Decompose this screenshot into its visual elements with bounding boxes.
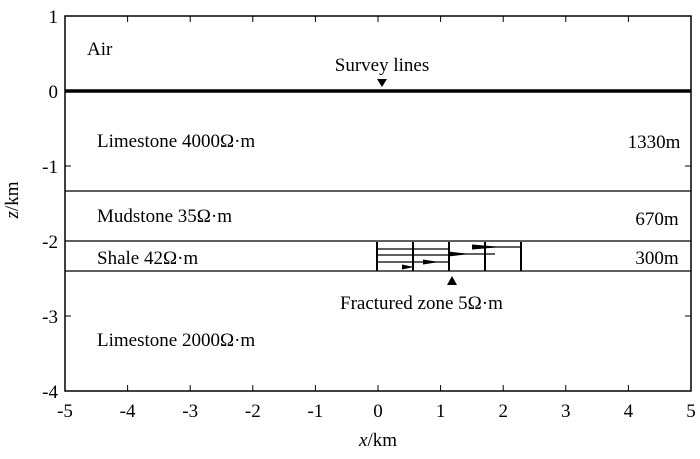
y-tick-label: -4 (42, 382, 58, 403)
layer-label: Mudstone 35Ω·m (97, 206, 232, 227)
y-tick-label: -3 (42, 307, 58, 328)
fracture-marker-icon (447, 276, 457, 285)
x-tick-label: -4 (120, 401, 136, 422)
x-tick-label: 5 (686, 401, 696, 422)
layer-thickness: 670m (635, 209, 679, 230)
x-axis-unit: /km (367, 430, 397, 451)
layer-label: Limestone 2000Ω·m (97, 330, 255, 351)
x-tick-label: -1 (307, 401, 323, 422)
layer-label: Limestone 4000Ω·m (97, 131, 255, 152)
y-axis-label: z/km (2, 181, 23, 219)
layer-label: Shale 42Ω·m (97, 248, 198, 269)
y-tick-label: 0 (49, 82, 59, 103)
y-tick-label: -2 (42, 232, 58, 253)
x-axis-label: x/km (358, 430, 397, 451)
x-axis-var: x (358, 430, 368, 451)
x-tick-label: -3 (182, 401, 198, 422)
plot-frame (64, 15, 692, 392)
fracture-wedge (448, 251, 470, 257)
y-axis-var: z (2, 210, 23, 219)
layer-thickness: 300m (635, 248, 679, 269)
y-axis-unit: /km (2, 181, 23, 211)
survey-label: Survey lines (335, 55, 429, 76)
fracture-wedge (472, 244, 502, 250)
layer-label: Air (87, 39, 113, 60)
x-tick-label: 1 (436, 401, 446, 422)
x-tick-label: 3 (561, 401, 571, 422)
x-tick-label: 4 (624, 401, 634, 422)
layer-thickness: 1330m (628, 132, 681, 153)
fracture-wedge (402, 264, 414, 270)
fracture-label: Fractured zone 5Ω·m (340, 293, 503, 314)
x-tick-label: 2 (498, 401, 508, 422)
y-tick-label: -1 (42, 157, 58, 178)
x-tick-label: -5 (57, 401, 73, 422)
survey-marker-icon (377, 79, 387, 87)
x-tick-label: -2 (245, 401, 261, 422)
x-tick-label: 0 (373, 401, 383, 422)
fracture-wedge (423, 259, 439, 265)
y-tick-label: 1 (49, 7, 59, 28)
